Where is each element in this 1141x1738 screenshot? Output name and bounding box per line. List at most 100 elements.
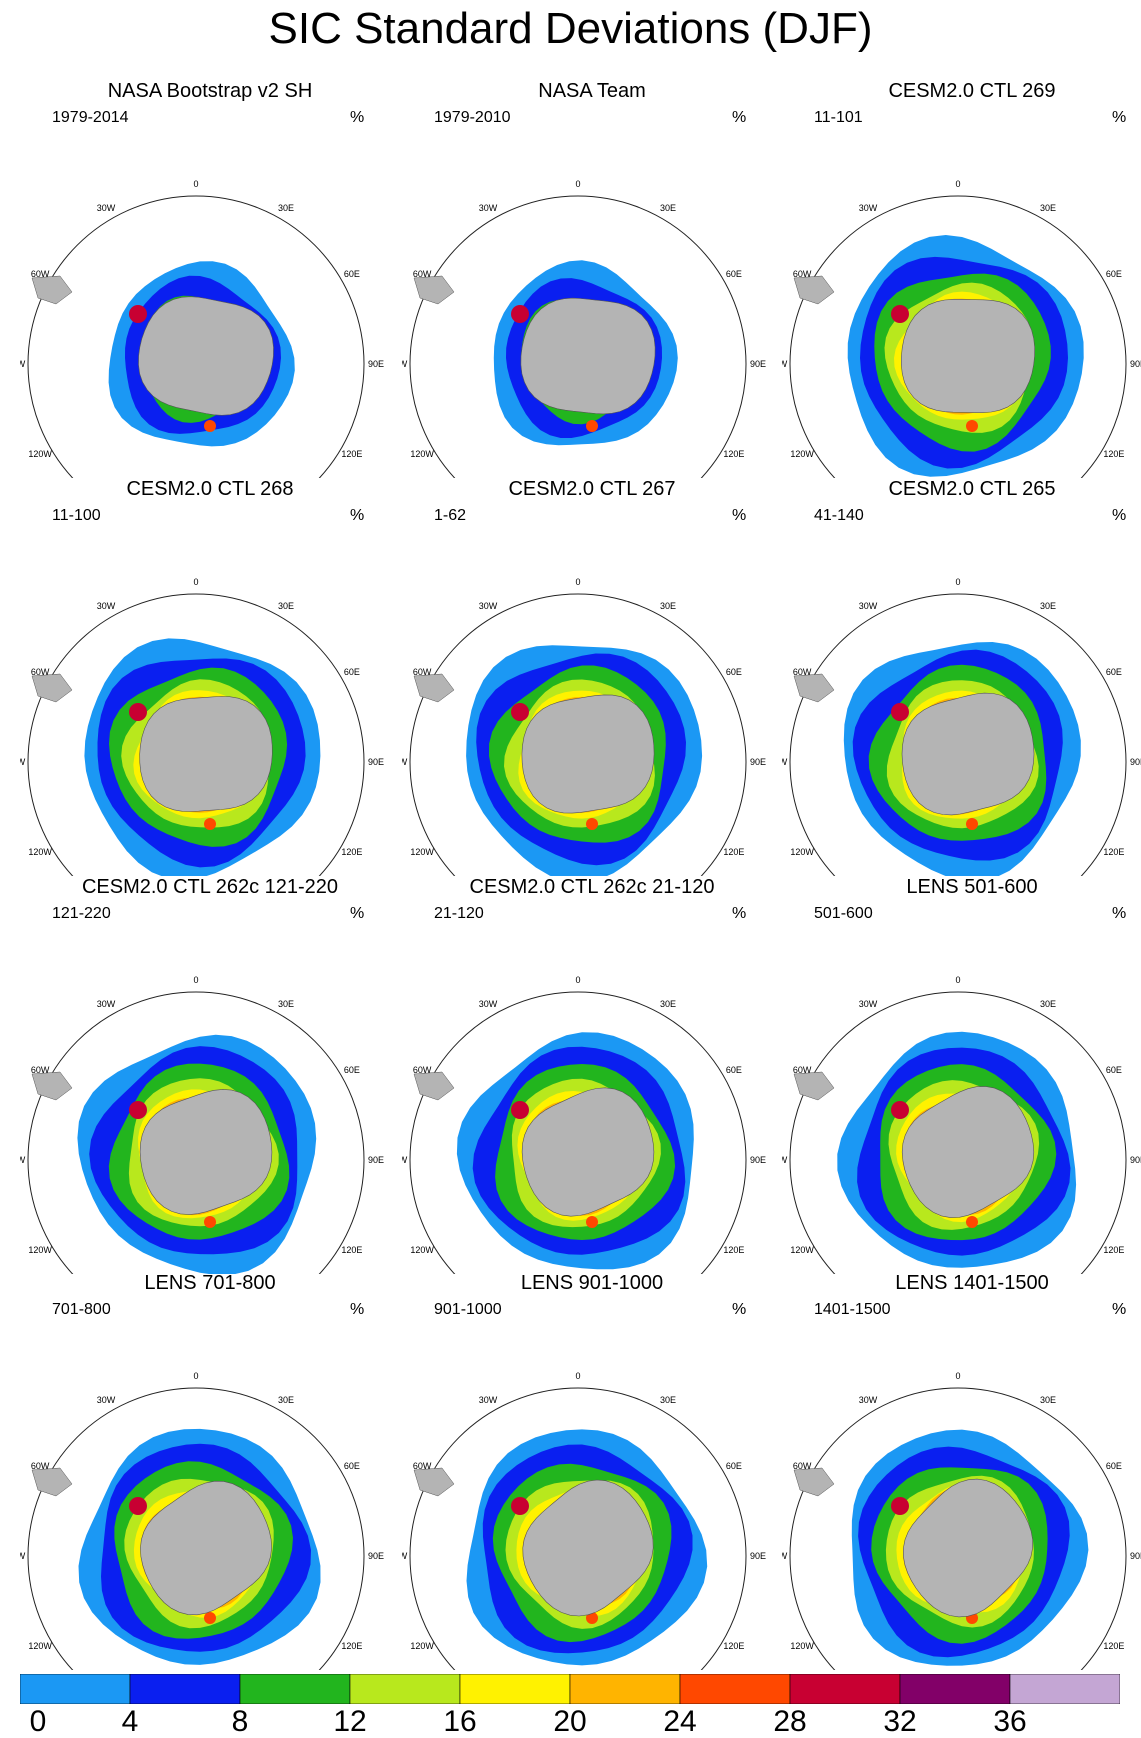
lon-label: 90E — [368, 1551, 384, 1561]
panel-unit: % — [1112, 507, 1127, 524]
hotspot-weddell — [891, 1497, 909, 1515]
lon-label: 60W — [413, 1065, 432, 1075]
antarctica-land — [139, 696, 273, 812]
lon-label: 60W — [31, 667, 50, 677]
lon-label: 120W — [28, 847, 52, 857]
colorbar-tick-label: 36 — [993, 1705, 1027, 1738]
lon-label: 0 — [575, 975, 580, 985]
map-panel: 030E60E90E120E150E180150W120W90W60W30WCE… — [20, 476, 400, 876]
lon-label: 60W — [31, 1461, 50, 1471]
colorbar — [19, 1673, 1121, 1705]
lon-label: 120W — [790, 449, 814, 459]
antarctica-land — [138, 296, 274, 416]
map-panel: 030E60E90E120E150E180150W120W90W60W30WNA… — [20, 78, 400, 478]
panel-title: CESM2.0 CTL 265 — [888, 478, 1056, 500]
hotspot-weddell — [891, 1101, 909, 1119]
colorbar-swatch — [899, 1673, 1011, 1705]
colorbar-tick-label: 28 — [773, 1705, 807, 1738]
lon-label: 120W — [790, 1641, 814, 1651]
lon-label: 30W — [97, 1395, 116, 1405]
panel-title: CESM2.0 CTL 267 — [508, 478, 676, 500]
map-panel: 030E60E90E120E150E180150W120W90W60W30WLE… — [782, 874, 1141, 1274]
lon-label: 30W — [479, 203, 498, 213]
lon-label: 60E — [344, 1065, 360, 1075]
south-america-land — [793, 673, 835, 703]
map-panel: 030E60E90E120E150E180150W120W90W60W30WNA… — [402, 78, 782, 478]
south-america-land — [31, 275, 73, 305]
lon-label: 120E — [1103, 449, 1124, 459]
antarctica-land — [521, 694, 655, 814]
south-america-land — [413, 275, 455, 305]
lon-label: 30W — [97, 999, 116, 1009]
lon-label: 60W — [793, 269, 812, 279]
map-panel: 030E60E90E120E150E180150W120W90W60W30WCE… — [20, 874, 400, 1274]
lon-label: 0 — [193, 1371, 198, 1381]
south-america-land — [793, 1071, 835, 1101]
polar-map: 030E60E90E120E150E180150W120W90W60W30W — [20, 1371, 384, 1670]
hotspot-ross — [204, 1216, 216, 1228]
panel-period: 501-600 — [814, 905, 873, 922]
lon-label: 60W — [413, 1461, 432, 1471]
colorbar-tick-label: 8 — [231, 1705, 249, 1738]
lon-label: 90E — [750, 1551, 766, 1561]
hotspot-weddell — [891, 703, 909, 721]
lon-label: 120W — [410, 847, 434, 857]
panel-unit: % — [350, 109, 365, 126]
lon-label: 60E — [344, 667, 360, 677]
lon-label: 60E — [726, 269, 742, 279]
lon-label: 120E — [723, 1641, 744, 1651]
hotspot-ross — [204, 420, 216, 432]
hotspot-ross — [586, 420, 598, 432]
lon-label: 30E — [278, 1395, 294, 1405]
panel-unit: % — [732, 1301, 747, 1318]
panel-unit: % — [1112, 905, 1127, 922]
colorbar-tick-label: 24 — [663, 1705, 697, 1738]
lon-label: 30W — [479, 1395, 498, 1405]
lon-label: 90W — [402, 1155, 408, 1165]
lon-label: 60W — [793, 1461, 812, 1471]
hotspot-ross — [204, 1612, 216, 1624]
panel-period: 21-120 — [434, 905, 484, 922]
map-panel: 030E60E90E120E150E180150W120W90W60W30WLE… — [782, 1270, 1141, 1670]
lon-label: 60W — [413, 269, 432, 279]
lon-label: 90E — [750, 757, 766, 767]
south-america-land — [413, 1467, 455, 1497]
lon-label: 30E — [278, 601, 294, 611]
lon-label: 90E — [1130, 757, 1141, 767]
map-panel: 030E60E90E120E150E180150W120W90W60W30WLE… — [20, 1270, 400, 1670]
panel-unit: % — [732, 905, 747, 922]
lon-label: 90E — [368, 359, 384, 369]
lon-label: 90W — [782, 1155, 788, 1165]
hotspot-ross — [966, 420, 978, 432]
figure-title: SIC Standard Deviations (DJF) — [268, 4, 873, 53]
lon-label: 60E — [344, 1461, 360, 1471]
lon-label: 30W — [97, 601, 116, 611]
south-america-land — [31, 1071, 73, 1101]
colorbar-swatch — [19, 1673, 131, 1705]
polar-map: 030E60E90E120E150E180150W120W90W60W30W — [782, 577, 1141, 876]
lon-label: 60E — [1106, 667, 1122, 677]
lon-label: 30W — [859, 1395, 878, 1405]
lon-label: 60E — [726, 667, 742, 677]
lon-label: 120W — [28, 449, 52, 459]
polar-map: 030E60E90E120E150E180150W120W90W60W30W — [20, 179, 384, 478]
lon-label: 30W — [479, 999, 498, 1009]
lon-label: 0 — [193, 975, 198, 985]
lon-label: 120E — [1103, 1245, 1124, 1255]
panel-title: LENS 501-600 — [906, 876, 1038, 898]
lon-label: 90W — [782, 359, 788, 369]
panel-period: 901-1000 — [434, 1301, 502, 1318]
lon-label: 90E — [750, 359, 766, 369]
colorbar-swatch — [459, 1673, 571, 1705]
panel-unit: % — [732, 109, 747, 126]
lon-label: 120E — [723, 449, 744, 459]
lon-label: 120E — [723, 1245, 744, 1255]
panel-unit: % — [1112, 1301, 1127, 1318]
antarctica-land — [901, 692, 1035, 816]
polar-map: 030E60E90E120E150E180150W120W90W60W30W — [402, 975, 766, 1274]
colorbar-swatch — [679, 1673, 791, 1705]
lon-label: 90W — [402, 1551, 408, 1561]
lon-label: 90W — [20, 359, 26, 369]
lon-label: 90W — [20, 757, 26, 767]
lon-label: 120E — [1103, 847, 1124, 857]
